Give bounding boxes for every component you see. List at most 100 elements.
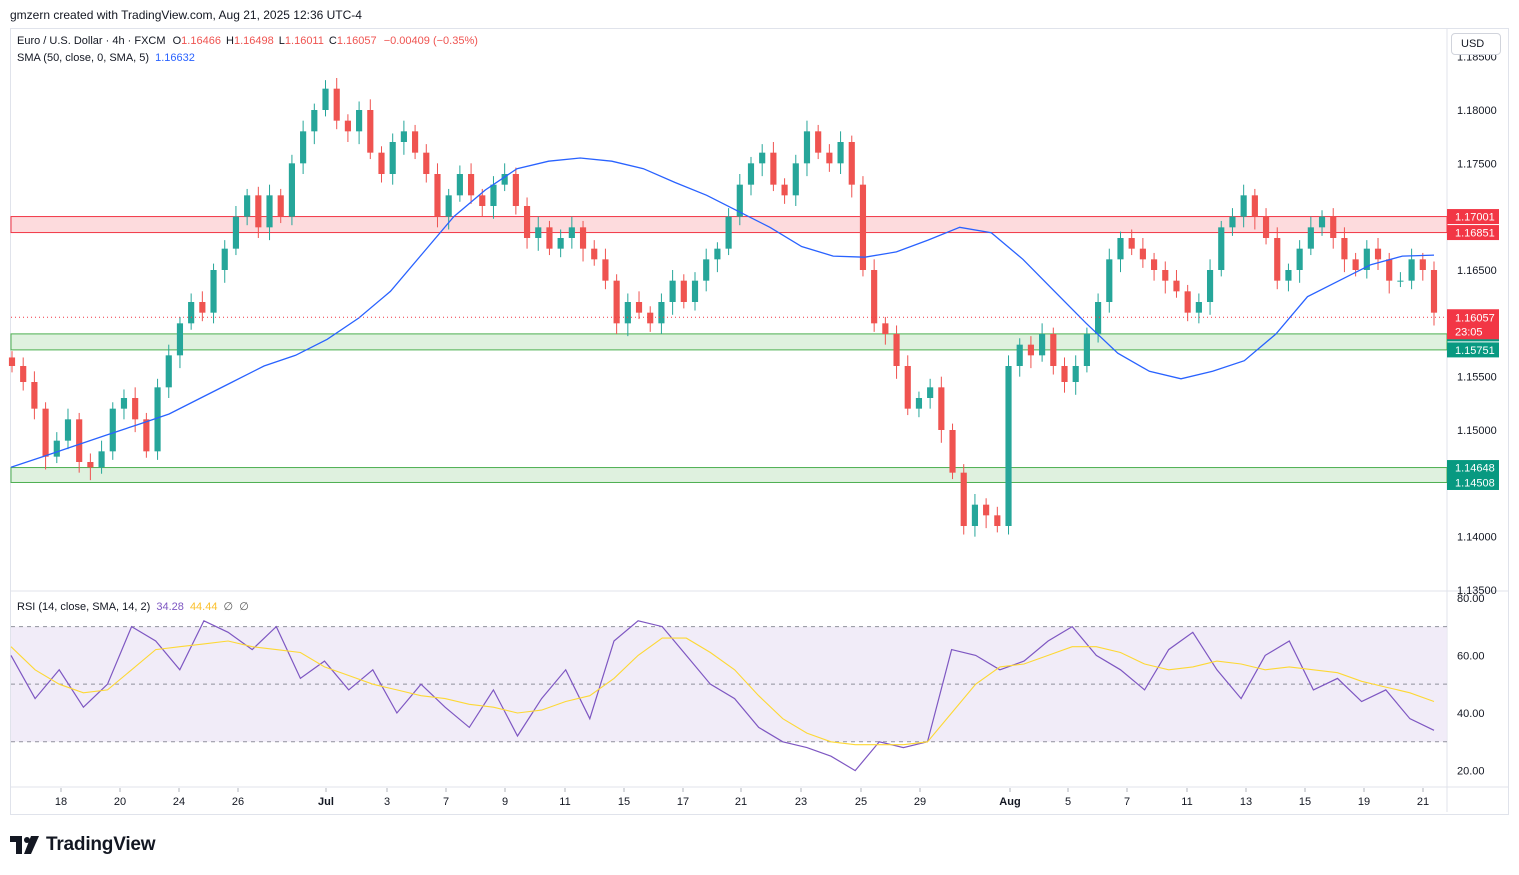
candle-up	[1218, 227, 1225, 270]
candle-up	[568, 227, 575, 238]
time-tick-label: 7	[443, 796, 449, 808]
candle-up	[1195, 302, 1202, 313]
candle-up	[1318, 216, 1326, 228]
support-zone	[10, 467, 1448, 483]
candle-up	[120, 398, 128, 409]
candle-down	[613, 280, 620, 324]
sma-legend[interactable]: SMA (50, close, 0, SMA, 5) 1.16632	[17, 52, 195, 64]
candle-down	[983, 504, 990, 516]
time-tick-label: 26	[232, 796, 244, 808]
candle-down	[1330, 216, 1337, 238]
candle-up	[1095, 302, 1102, 334]
candle-up	[400, 131, 407, 142]
time-tick-label: 21	[735, 796, 747, 808]
candle-down	[680, 280, 687, 302]
candle-up	[244, 195, 251, 217]
candle-down	[132, 398, 139, 420]
rsi-ma-value: 44.44	[189, 601, 218, 613]
last-price-label: 1.16057	[1455, 312, 1495, 324]
time-tick-label: 11	[559, 796, 570, 808]
candle-down	[1262, 216, 1270, 238]
time-tick-label: 15	[618, 796, 630, 808]
candle-up	[221, 248, 228, 270]
candle-up	[1039, 334, 1046, 356]
ohlc-open-value: 1.16466	[181, 35, 221, 47]
candle-up	[176, 323, 184, 356]
candle-up	[658, 302, 665, 324]
candle-down	[423, 152, 430, 174]
candle-down	[1173, 280, 1180, 292]
rsi-legend[interactable]: RSI (14, close, SMA, 14, 2) 34.28 44.44 …	[17, 600, 249, 613]
candle-down	[1341, 238, 1348, 260]
candle-up	[1229, 216, 1236, 228]
candle-up	[98, 451, 105, 468]
candle-down	[367, 110, 374, 153]
candle-up	[1363, 248, 1370, 270]
candle-down	[1128, 238, 1135, 249]
zone-price-label: 1.14648	[1455, 463, 1495, 475]
candle-up	[915, 398, 923, 409]
candle-up	[703, 259, 710, 281]
time-tick-label: 21	[1417, 796, 1429, 808]
candle-down	[904, 366, 911, 409]
zone-price-label: 1.17001	[1455, 212, 1495, 224]
candle-up	[759, 152, 766, 164]
rsi-tick-label: 80.00	[1457, 593, 1485, 605]
price-tick-label: 1.13500	[1457, 585, 1497, 597]
candle-down	[602, 259, 609, 281]
candle-up	[1307, 227, 1314, 249]
main-legend: Euro / U.S. Dollar · 4h · FXCM O1.16466 …	[17, 35, 478, 47]
candle-up	[311, 110, 318, 132]
candle-up	[1106, 259, 1113, 302]
rsi-ma-line	[10, 637, 1435, 746]
candle-down	[512, 174, 519, 206]
candle-up	[322, 88, 329, 110]
candle-up	[1296, 248, 1303, 270]
candle-up	[1408, 259, 1415, 281]
rsi-value: 34.28	[156, 601, 184, 613]
candle-down	[960, 472, 967, 526]
candle-up	[971, 504, 979, 526]
candle-up	[557, 238, 564, 249]
tradingview-logo-icon	[10, 836, 39, 854]
candle-down	[344, 120, 351, 132]
tradingview-logo[interactable]: TradingView	[10, 834, 156, 856]
candle-down	[378, 152, 385, 174]
rsi-band	[11, 626, 1447, 742]
time-tick-label: 3	[384, 796, 390, 808]
ohlc-high-value: 1.16498	[233, 35, 274, 47]
candle-up	[691, 280, 699, 302]
zone-price-badge	[1447, 460, 1499, 476]
time-tick-label: 9	[502, 796, 508, 808]
candle-down	[412, 131, 419, 153]
candle-down	[1352, 259, 1359, 270]
candle-up	[837, 142, 844, 164]
time-tick-label: 24	[173, 796, 185, 808]
symbol-title[interactable]: Euro / U.S. Dollar · 4h · FXCM	[17, 35, 166, 47]
time-tick-label: 13	[1240, 796, 1252, 808]
candle-down	[434, 174, 441, 217]
candle-up	[154, 387, 161, 452]
candle-down	[1150, 259, 1158, 270]
candle-down	[199, 302, 206, 313]
candle-up	[1397, 280, 1404, 282]
candle-up	[1016, 344, 1023, 366]
zone-price-badge	[1447, 209, 1499, 225]
time-tick-label: 17	[677, 796, 689, 808]
candle-up	[188, 302, 195, 324]
candle-up	[1005, 366, 1012, 526]
currency-selector[interactable]: USD	[1451, 33, 1501, 55]
ohlc-close-label: C	[328, 35, 337, 47]
candle-up	[389, 142, 396, 174]
candle-up	[1240, 195, 1247, 217]
rsi-extra-1: ∅	[223, 601, 234, 613]
candle-up	[1285, 270, 1292, 281]
ohlc-close-value: 1.16057	[336, 35, 377, 47]
candle-down	[949, 430, 956, 473]
candle-up	[927, 387, 934, 398]
zone-price-badge	[1447, 225, 1499, 241]
candle-down	[1419, 259, 1426, 270]
time-tick-label: 25	[855, 796, 867, 808]
bar-countdown-label: 23:05	[1455, 326, 1483, 338]
